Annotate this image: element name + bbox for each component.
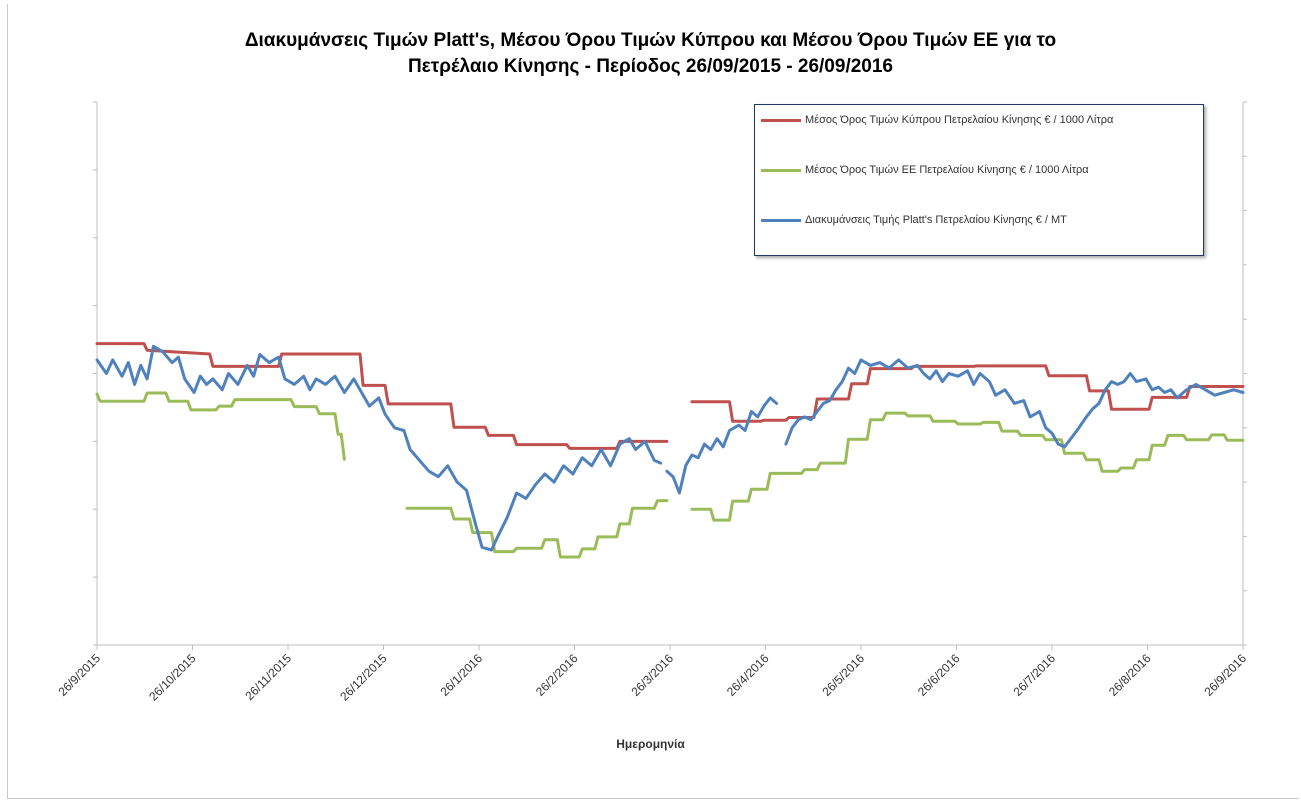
series-line-2-segment-1 [665, 396, 778, 495]
legend-label-eu: Μέσος Όρος Τιμών ΕΕ Πετρελαίου Κίνησης €… [805, 164, 1089, 176]
x-tick-label: 26/1/2016 [437, 651, 485, 699]
x-tick-label: 26/8/2016 [1106, 651, 1154, 699]
chart-title-line-1: Διακυμάνσεις Τιμών Platt's, Μέσου Όρου Τ… [244, 30, 1057, 51]
x-tick-label: 26/11/2015 [242, 651, 294, 703]
series-line-0-segment-0 [95, 342, 669, 450]
legend-label-cyprus: Μέσος Όρος Τιμών Κύπρου Πετρελαίου Κίνησ… [805, 114, 1114, 126]
x-tick-label: 26/2/2016 [533, 651, 581, 699]
chart-frame [7, 4, 1299, 799]
legend-swatch-platts [761, 219, 801, 222]
x-axis-label: Ημερομηνία [616, 737, 685, 751]
series-line-1-segment-0 [95, 391, 346, 461]
legend-item-cyprus: Μέσος Όρος Τιμών Κύπρου Πετρελαίου Κίνησ… [761, 111, 1195, 129]
series-line-2-segment-0 [95, 344, 663, 552]
x-tick-label: 26/5/2016 [819, 651, 867, 699]
series-line-1-segment-2 [690, 411, 1245, 522]
chart-title-line-2: Πετρέλαιο Κίνησης - Περίοδος 26/09/2015 … [407, 56, 893, 77]
x-tick-label: 26/10/2015 [146, 651, 199, 704]
x-tick-label: 26/12/2015 [337, 651, 390, 704]
legend-label-platts: Διακυμάνσεις Τιμής Platt's Πετρελαίου Κί… [805, 214, 1067, 226]
x-tick-label: 26/4/2016 [724, 651, 772, 699]
series-line-1-segment-1 [405, 499, 669, 559]
x-tick-label: 26/9/2015 [55, 651, 103, 699]
chart-title: Διακυμάνσεις Τιμών Platt's, Μέσου Όρου Τ… [0, 28, 1301, 80]
series-line-2-segment-2 [784, 358, 1245, 449]
x-tick-label: 26/6/2016 [915, 651, 963, 699]
legend-item-eu: Μέσος Όρος Τιμών ΕΕ Πετρελαίου Κίνησης €… [761, 161, 1195, 179]
legend-swatch-cyprus [761, 119, 801, 122]
x-tick-label: 26/3/2016 [628, 651, 676, 699]
legend-item-platts: Διακυμάνσεις Τιμής Platt's Πετρελαίου Κί… [761, 211, 1195, 229]
x-tick-label: 26/9/2016 [1201, 651, 1249, 699]
x-tick-label: 26/7/2016 [1010, 651, 1058, 699]
legend: Μέσος Όρος Τιμών Κύπρου Πετρελαίου Κίνησ… [754, 104, 1204, 256]
legend-swatch-eu [761, 169, 801, 172]
